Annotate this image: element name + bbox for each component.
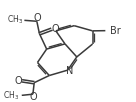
Text: CH$_3$: CH$_3$ xyxy=(7,14,23,26)
Text: O: O xyxy=(30,92,38,102)
Text: CH$_3$: CH$_3$ xyxy=(3,89,19,102)
Text: O: O xyxy=(52,24,59,34)
Text: methyl: methyl xyxy=(17,19,22,20)
Text: N: N xyxy=(66,66,73,76)
Text: Br: Br xyxy=(109,26,120,36)
Text: O: O xyxy=(14,76,22,86)
Text: O: O xyxy=(33,13,41,23)
